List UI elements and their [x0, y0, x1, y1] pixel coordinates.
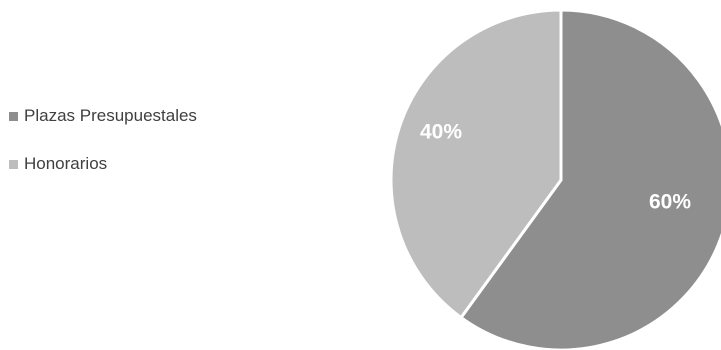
legend-swatch-plazas-presupuestales	[9, 111, 18, 121]
legend-label-honorarios: Honorarios	[24, 154, 108, 173]
data-label-plazas-presupuestales: 60%	[649, 191, 691, 214]
legend-item-honorarios: Honorarios	[9, 154, 197, 173]
data-label-honorarios: 40%	[420, 121, 462, 144]
legend-item-plazas-presupuestales: Plazas Presupuestales	[9, 106, 197, 125]
pie-slice-honorarios	[389, 8, 563, 320]
legend-swatch-honorarios	[9, 159, 18, 169]
legend-label-plazas-presupuestales: Plazas Presupuestales	[24, 106, 197, 125]
pie-slice-plazas-presupuestales	[459, 8, 721, 350]
chart-legend: Plazas Presupuestales Honorarios	[9, 106, 197, 203]
